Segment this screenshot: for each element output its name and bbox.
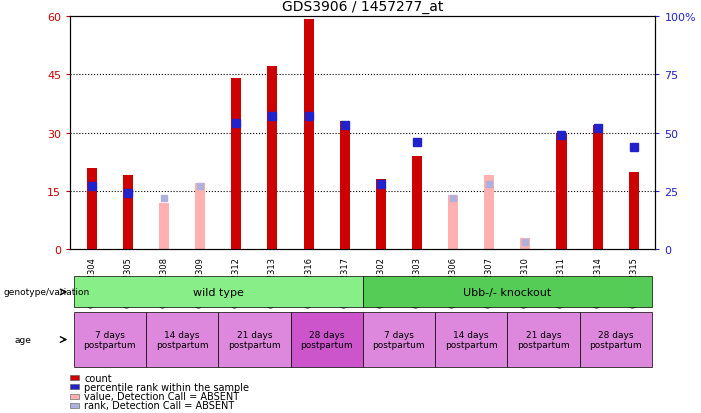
Bar <box>592 126 603 250</box>
Bar <box>195 184 205 250</box>
Bar <box>448 195 458 250</box>
Text: 14 days
postpartum: 14 days postpartum <box>445 330 498 349</box>
Text: 21 days
postpartum: 21 days postpartum <box>517 330 570 349</box>
Text: 14 days
postpartum: 14 days postpartum <box>156 330 208 349</box>
Text: 28 days
postpartum: 28 days postpartum <box>590 330 642 349</box>
Text: 7 days
postpartum: 7 days postpartum <box>83 330 136 349</box>
Bar <box>304 20 313 250</box>
Text: 7 days
postpartum: 7 days postpartum <box>373 330 426 349</box>
Text: 28 days
postpartum: 28 days postpartum <box>300 330 353 349</box>
Bar <box>231 79 241 250</box>
Text: age: age <box>14 335 31 344</box>
Bar <box>412 157 422 250</box>
Text: rank, Detection Call = ABSENT: rank, Detection Call = ABSENT <box>84 400 234 410</box>
Bar <box>87 168 97 250</box>
Bar <box>340 121 350 250</box>
Bar <box>159 203 169 250</box>
Bar <box>557 133 566 250</box>
Text: genotype/variation: genotype/variation <box>4 288 90 297</box>
Bar <box>123 176 133 250</box>
Bar <box>629 172 639 250</box>
Text: 21 days
postpartum: 21 days postpartum <box>228 330 280 349</box>
Title: GDS3906 / 1457277_at: GDS3906 / 1457277_at <box>282 0 444 14</box>
Bar <box>484 176 494 250</box>
Text: value, Detection Call = ABSENT: value, Detection Call = ABSENT <box>84 391 239 401</box>
Text: count: count <box>84 373 111 383</box>
Bar <box>376 180 386 250</box>
Text: percentile rank within the sample: percentile rank within the sample <box>84 382 249 392</box>
Text: Ubb-/- knockout: Ubb-/- knockout <box>463 287 552 297</box>
Bar <box>520 238 531 250</box>
Text: wild type: wild type <box>193 287 244 297</box>
Bar <box>267 67 278 250</box>
